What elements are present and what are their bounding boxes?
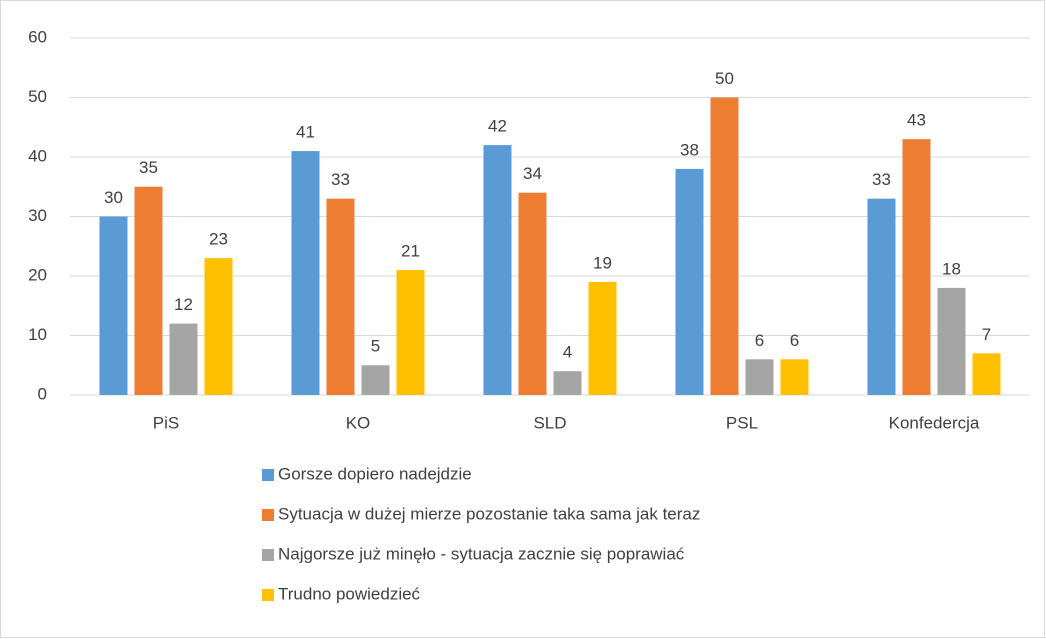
data-label: 12 <box>174 295 193 314</box>
y-tick-label: 60 <box>28 27 47 46</box>
bar <box>780 359 809 395</box>
data-label: 41 <box>296 123 315 142</box>
x-tick-label: PSL <box>726 413 758 432</box>
legend-label: Trudno powiedzieć <box>278 584 421 603</box>
data-label: 21 <box>401 242 420 261</box>
legend-swatch <box>262 469 274 481</box>
bar <box>361 365 390 395</box>
data-label: 6 <box>755 331 764 350</box>
x-tick-label: Konfedercja <box>889 413 980 432</box>
legend-label: Najgorsze już minęło - sytuacja zacznie … <box>278 544 685 563</box>
bar <box>99 216 128 395</box>
y-tick-label: 40 <box>28 146 47 165</box>
bar <box>134 186 163 395</box>
bar <box>972 353 1001 395</box>
data-label: 33 <box>872 170 891 189</box>
data-label: 33 <box>331 170 350 189</box>
bar <box>169 323 198 395</box>
bar <box>867 198 896 395</box>
data-label: 30 <box>104 188 123 207</box>
y-tick-label: 10 <box>28 325 47 344</box>
legend-swatch <box>262 589 274 601</box>
data-label: 6 <box>790 331 799 350</box>
bar <box>483 145 512 395</box>
bar <box>745 359 774 395</box>
data-label: 42 <box>488 117 507 136</box>
bar <box>553 371 582 395</box>
data-label: 7 <box>982 325 991 344</box>
bar <box>937 287 966 395</box>
data-label: 18 <box>942 259 961 278</box>
data-label: 34 <box>523 164 542 183</box>
bar <box>396 270 425 395</box>
data-label: 5 <box>371 337 380 356</box>
data-label: 19 <box>593 253 612 272</box>
data-label: 4 <box>563 343 572 362</box>
y-tick-label: 0 <box>38 384 47 403</box>
x-tick-label: KO <box>346 413 371 432</box>
y-tick-label: 20 <box>28 265 47 284</box>
x-tick-label: SLD <box>533 413 566 432</box>
bar <box>710 97 739 395</box>
bar <box>902 139 931 395</box>
data-label: 35 <box>139 158 158 177</box>
legend-label: Sytuacja w dużej mierze pozostanie taka … <box>278 504 700 523</box>
legend-swatch <box>262 509 274 521</box>
y-tick-label: 50 <box>28 87 47 106</box>
bar <box>588 281 617 395</box>
bar <box>326 198 355 395</box>
x-tick-label: PiS <box>153 413 179 432</box>
data-label: 43 <box>907 111 926 130</box>
data-label: 38 <box>680 140 699 159</box>
legend-swatch <box>262 549 274 561</box>
bar <box>291 151 320 395</box>
data-label: 50 <box>715 69 734 88</box>
bar <box>204 258 233 395</box>
y-tick-label: 30 <box>28 206 47 225</box>
bar <box>518 192 547 395</box>
data-label: 23 <box>209 230 228 249</box>
bar <box>675 168 704 395</box>
legend-label: Gorsze dopiero nadejdzie <box>278 464 472 483</box>
